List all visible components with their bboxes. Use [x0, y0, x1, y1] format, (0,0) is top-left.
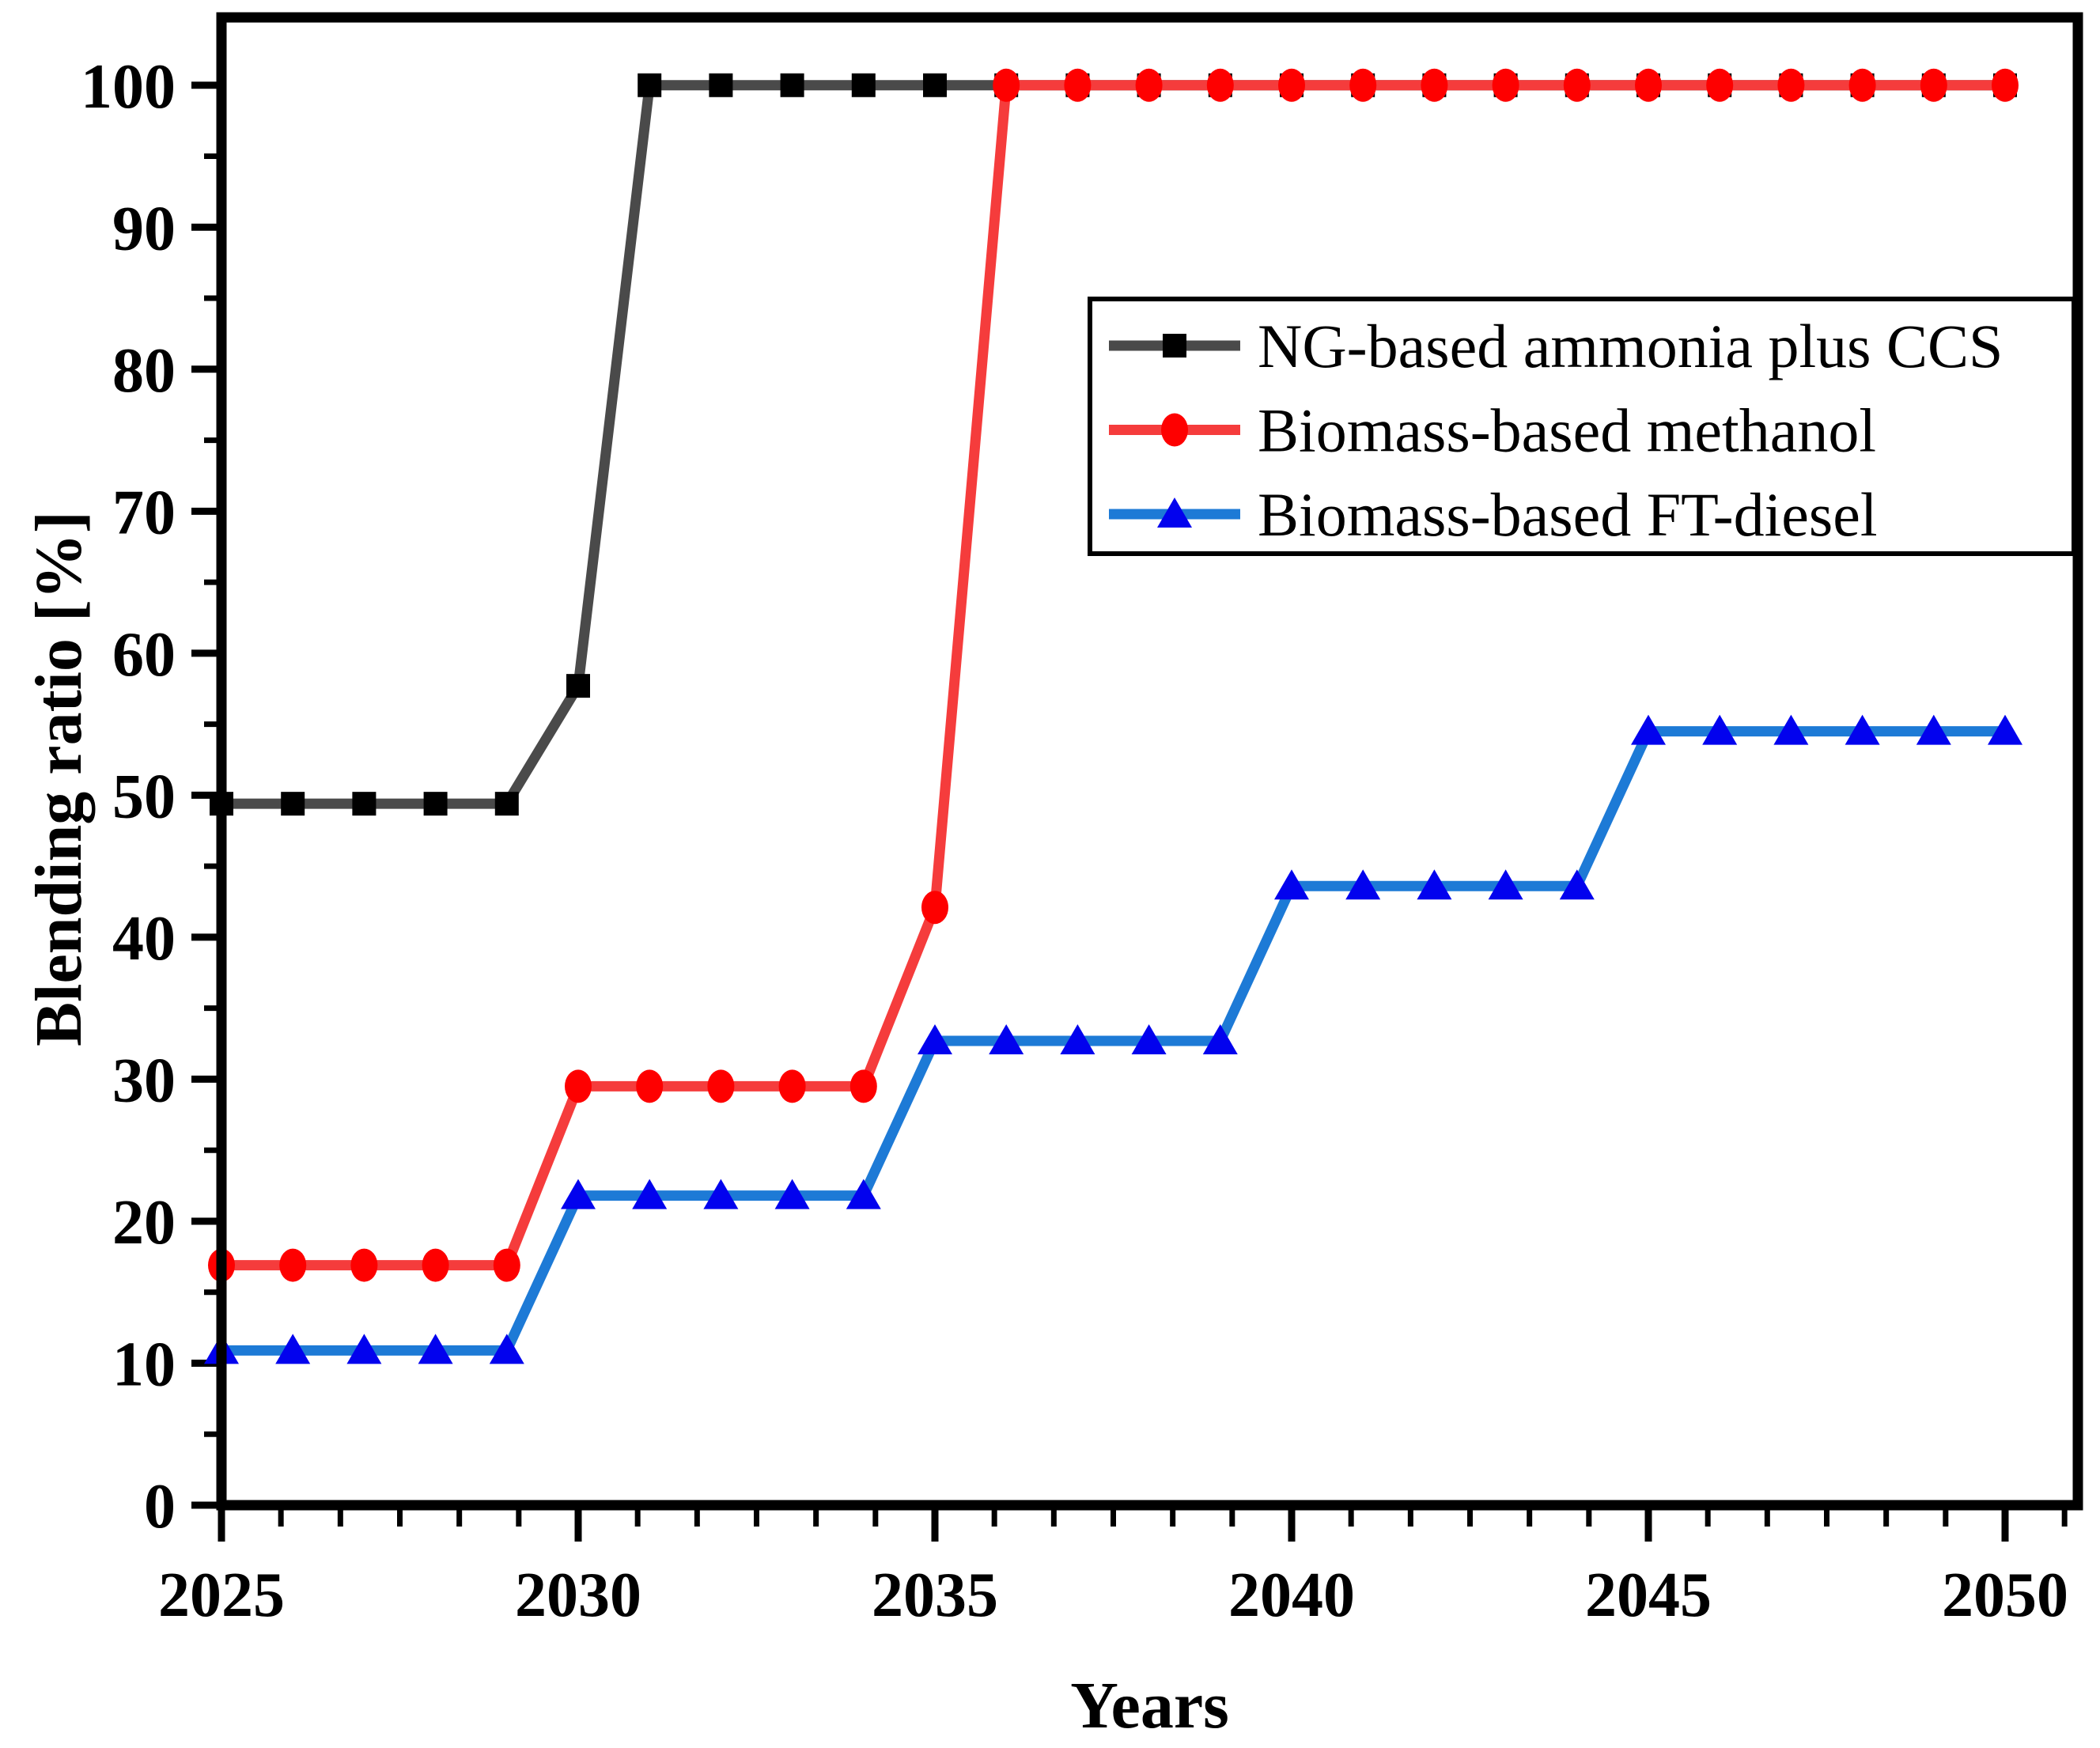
- data-point-biomass-based-ft-diesel: [774, 1179, 810, 1209]
- data-point-biomass-based-methanol: [279, 1248, 307, 1282]
- data-point-ng-based-ammonia-plus-ccs: [709, 73, 733, 97]
- y-tick-label: 80: [112, 336, 176, 406]
- legend-label-biomass-based-ft-diesel: Biomass-based FT-diesel: [1258, 480, 1878, 549]
- data-point-ng-based-ammonia-plus-ccs: [638, 73, 662, 97]
- data-point-biomass-based-methanol: [921, 891, 948, 925]
- data-point-biomass-based-ft-diesel: [1060, 1023, 1095, 1054]
- y-axis-title: Blending ratio [%]: [22, 511, 96, 1046]
- data-point-biomass-based-methanol: [493, 1248, 520, 1282]
- data-point-biomass-based-ft-diesel: [275, 1334, 311, 1364]
- data-point-biomass-based-methanol: [1992, 68, 2019, 102]
- x-tick-label: 2035: [872, 1561, 998, 1630]
- data-point-ng-based-ammonia-plus-ccs: [566, 674, 590, 698]
- data-point-biomass-based-methanol: [993, 68, 1020, 102]
- data-point-biomass-based-ft-diesel: [989, 1023, 1024, 1054]
- data-point-biomass-based-ft-diesel: [1631, 714, 1666, 745]
- data-point-biomass-based-methanol: [1278, 68, 1305, 102]
- x-tick-label: 2040: [1228, 1561, 1355, 1630]
- data-point-ng-based-ammonia-plus-ccs: [281, 792, 305, 816]
- data-point-biomass-based-methanol: [422, 1248, 449, 1282]
- data-point-biomass-based-ft-diesel: [1988, 714, 2022, 745]
- data-point-biomass-based-methanol: [1848, 68, 1876, 102]
- data-point-biomass-based-methanol: [636, 1069, 664, 1103]
- data-point-biomass-based-methanol: [778, 1069, 806, 1103]
- y-tick-label: 10: [112, 1330, 176, 1399]
- data-point-biomass-based-ft-diesel: [1345, 869, 1381, 900]
- data-point-biomass-based-methanol: [849, 1069, 877, 1103]
- data-point-biomass-based-methanol: [1064, 68, 1092, 102]
- y-tick-label: 30: [112, 1046, 176, 1115]
- data-point-biomass-based-methanol: [1349, 68, 1377, 102]
- data-point-biomass-based-ft-diesel: [346, 1334, 382, 1364]
- data-point-ng-based-ammonia-plus-ccs: [494, 792, 519, 816]
- data-point-biomass-based-ft-diesel: [846, 1179, 881, 1209]
- legend-marker-biomass-based-methanol: [1161, 413, 1188, 447]
- legend-marker-ng-based-ammonia-plus-ccs: [1163, 334, 1186, 358]
- data-point-biomass-based-methanol: [1563, 68, 1591, 102]
- data-point-biomass-based-ft-diesel: [918, 1023, 952, 1054]
- data-point-biomass-based-ft-diesel: [1916, 714, 1951, 745]
- data-point-biomass-based-methanol: [1206, 68, 1234, 102]
- series-line-biomass-based-ft-diesel: [221, 726, 2005, 1356]
- series-line-biomass-based-methanol: [221, 80, 2005, 1271]
- data-point-biomass-based-methanol: [707, 1069, 735, 1103]
- legend-marker-biomass-based-ft-diesel: [1157, 498, 1192, 528]
- data-point-biomass-based-methanol: [1421, 68, 1448, 102]
- y-tick-label: 50: [112, 762, 176, 831]
- y-tick-label: 70: [112, 478, 176, 547]
- data-point-ng-based-ammonia-plus-ccs: [352, 792, 376, 816]
- x-tick-label: 2030: [515, 1561, 641, 1630]
- data-point-biomass-based-ft-diesel: [1202, 1023, 1238, 1054]
- y-tick-label: 0: [144, 1472, 176, 1542]
- y-tick-label: 60: [112, 620, 176, 690]
- data-point-ng-based-ammonia-plus-ccs: [851, 73, 876, 97]
- data-point-biomass-based-methanol: [350, 1248, 378, 1282]
- data-point-biomass-based-ft-diesel: [1488, 869, 1523, 900]
- data-point-biomass-based-ft-diesel: [1131, 1023, 1167, 1054]
- data-point-biomass-based-ft-diesel: [1702, 714, 1738, 745]
- data-point-ng-based-ammonia-plus-ccs: [423, 792, 448, 816]
- data-point-ng-based-ammonia-plus-ccs: [923, 73, 947, 97]
- x-tick-label: 2050: [1942, 1561, 2068, 1630]
- data-point-biomass-based-methanol: [1492, 68, 1519, 102]
- data-point-biomass-based-methanol: [1635, 68, 1662, 102]
- data-point-biomass-based-methanol: [1777, 68, 1805, 102]
- data-point-biomass-based-methanol: [1135, 68, 1163, 102]
- data-point-biomass-based-ft-diesel: [489, 1334, 524, 1364]
- y-tick-label: 40: [112, 904, 176, 974]
- legend-box: [1088, 297, 2076, 556]
- legend-label-ng-based-ammonia-plus-ccs: NG-based ammonia plus CCS: [1258, 312, 2003, 380]
- data-point-ng-based-ammonia-plus-ccs: [780, 73, 804, 97]
- data-point-biomass-based-ft-diesel: [1773, 714, 1809, 745]
- data-point-biomass-based-ft-diesel: [1274, 869, 1309, 900]
- plot-border: [216, 12, 2083, 1511]
- y-tick-label: 100: [81, 52, 176, 122]
- data-point-biomass-based-ft-diesel: [1845, 714, 1880, 745]
- x-tick-label: 2025: [158, 1561, 285, 1630]
- y-tick-label: 20: [112, 1188, 176, 1258]
- data-point-biomass-based-ft-diesel: [561, 1179, 596, 1209]
- x-axis-title: Years: [1070, 1669, 1229, 1742]
- legend-label-biomass-based-methanol: Biomass-based methanol: [1258, 396, 1876, 465]
- data-point-biomass-based-ft-diesel: [418, 1334, 453, 1364]
- y-tick-label: 90: [112, 194, 176, 263]
- data-point-biomass-based-ft-diesel: [632, 1179, 668, 1209]
- data-point-biomass-based-methanol: [565, 1069, 592, 1103]
- data-point-biomass-based-methanol: [1706, 68, 1734, 102]
- data-point-biomass-based-ft-diesel: [1417, 869, 1452, 900]
- data-point-biomass-based-ft-diesel: [703, 1179, 739, 1209]
- data-point-biomass-based-ft-diesel: [1559, 869, 1595, 900]
- x-tick-label: 2045: [1585, 1561, 1712, 1630]
- data-point-biomass-based-methanol: [1920, 68, 1947, 102]
